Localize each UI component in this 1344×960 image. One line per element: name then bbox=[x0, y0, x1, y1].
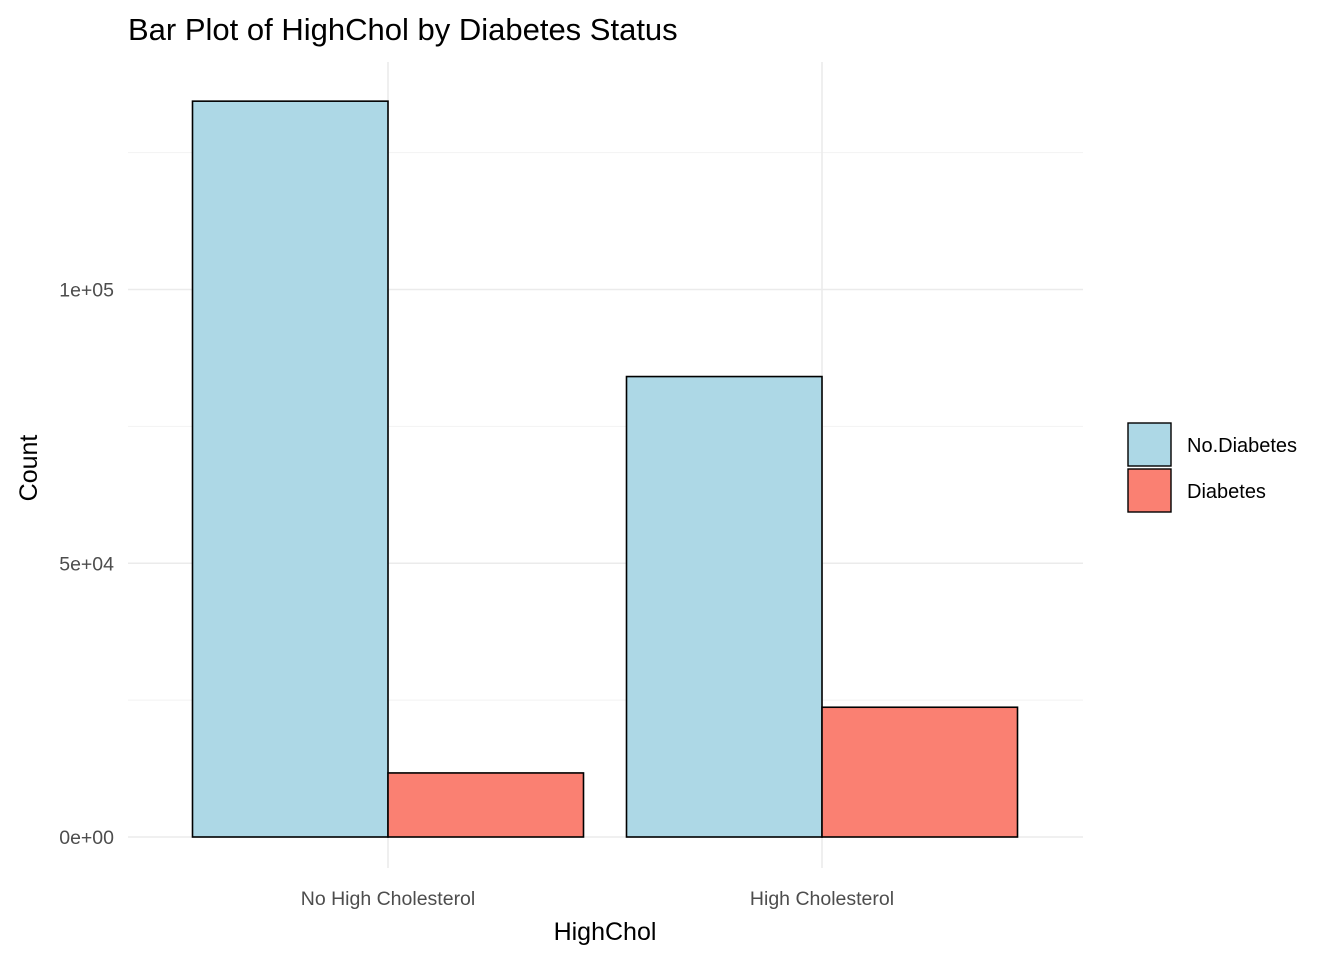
x-axis-title: HighChol bbox=[554, 918, 657, 946]
x-axis-ticks: No High Cholesterol High Cholesterol bbox=[301, 888, 894, 910]
bars bbox=[191, 100, 1019, 838]
legend: No.Diabetes Diabetes bbox=[1127, 422, 1297, 513]
legend-label: Diabetes bbox=[1187, 481, 1266, 503]
legend-label: No.Diabetes bbox=[1187, 435, 1297, 457]
x-tick-label: No High Cholesterol bbox=[301, 888, 476, 910]
bar-diabetes-2 bbox=[821, 706, 1019, 838]
chart-title: Bar Plot of HighChol by Diabetes Status bbox=[128, 12, 678, 47]
y-tick-label: 0e+00 bbox=[59, 827, 114, 849]
y-tick-label: 1e+05 bbox=[59, 280, 114, 302]
y-axis-title: Count bbox=[15, 435, 43, 502]
y-axis-ticks: 0e+00 5e+04 1e+05 bbox=[59, 280, 114, 850]
legend-key bbox=[1127, 422, 1172, 467]
bar-diabetes-1 bbox=[387, 772, 585, 838]
y-tick-label: 5e+04 bbox=[59, 553, 114, 575]
x-tick-label: High Cholesterol bbox=[750, 888, 894, 910]
legend-key bbox=[1127, 468, 1172, 513]
bar-no-diabetes-1 bbox=[191, 100, 389, 838]
bar-no-diabetes-2 bbox=[625, 375, 823, 838]
